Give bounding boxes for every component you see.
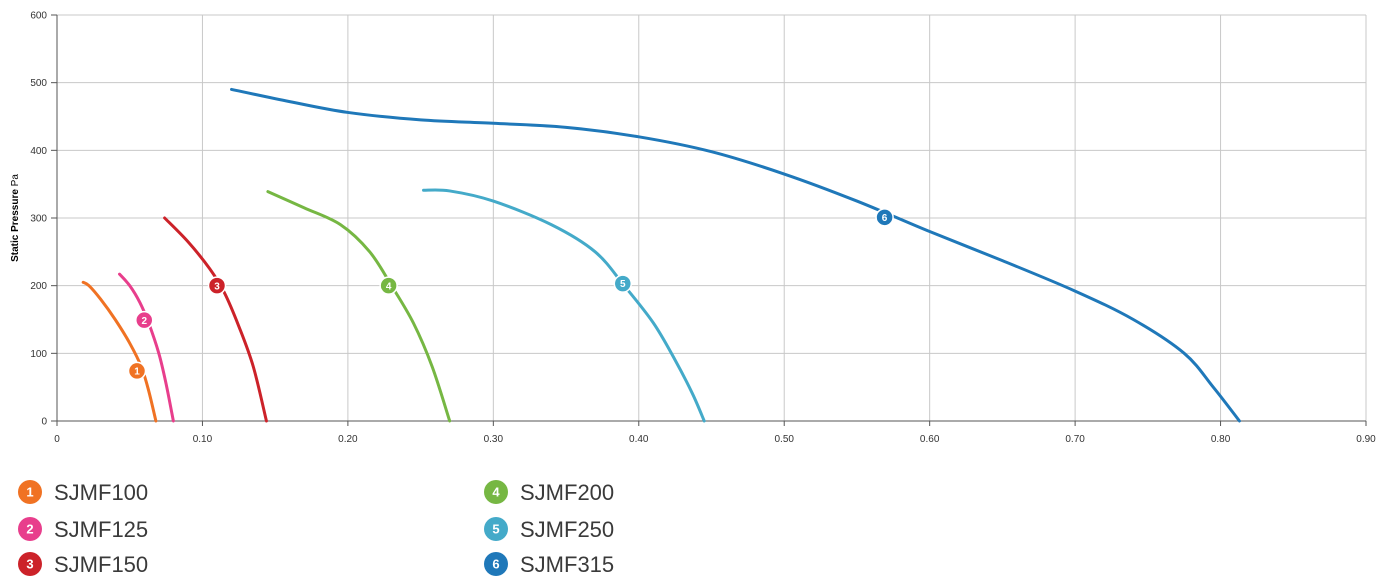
- marker-layer: 1 2 3 4 5 6: [127, 208, 894, 381]
- series-line-sjmf100: [81, 280, 158, 423]
- series-line-sjmf315: [230, 87, 1241, 423]
- legend-item-sjmf150: 3 SJMF150: [18, 552, 148, 577]
- series-marker-sjmf250: 5: [613, 274, 633, 293]
- x-tick-label: 0.50: [774, 434, 794, 445]
- legend-swatch: [484, 517, 508, 541]
- series-line-sjmf150: [163, 216, 268, 423]
- legend-label: SJMF315: [520, 552, 614, 577]
- legend-swatch: [18, 552, 42, 576]
- x-tick-label: 0.10: [193, 434, 213, 445]
- marker-circle: [127, 361, 147, 381]
- marker-circle: [135, 310, 154, 330]
- legend-swatch: [484, 552, 508, 576]
- legend-swatch: [18, 480, 42, 504]
- y-axis-title-unit: Pa: [10, 174, 21, 187]
- legend-label: SJMF250: [520, 517, 614, 542]
- marker-circle: [207, 276, 227, 295]
- x-tick-label: 0.60: [920, 434, 940, 445]
- x-tick-label: 0.70: [1065, 434, 1085, 445]
- marker-number: 6: [882, 213, 888, 224]
- series-marker-sjmf200: 4: [379, 276, 398, 295]
- legend-number: 4: [492, 485, 500, 500]
- series-marker-sjmf150: 3: [207, 276, 227, 295]
- series-layer: [81, 87, 1241, 423]
- legend-swatch: [484, 480, 508, 504]
- legend-item-sjmf250: 5 SJMF250: [484, 517, 614, 542]
- legend-swatch: [18, 517, 42, 541]
- legend-label: SJMF200: [520, 480, 614, 505]
- axis-layer: 0 0.10 0.20 0.30 0.40 0.50 0.60 0.70 0.80 0.90 0 10…: [10, 11, 1376, 446]
- marker-circle: [613, 274, 633, 293]
- y-tick-label: 200: [30, 281, 47, 292]
- y-tick-label: 100: [30, 349, 47, 360]
- legend-label: SJMF125: [54, 517, 148, 542]
- legend-item-sjmf315: 6 SJMF315: [484, 552, 614, 577]
- legend-item-sjmf200: 4 SJMF200: [484, 480, 614, 505]
- y-axis-title: Static Pressure Pa: [10, 174, 21, 262]
- marker-number: 2: [141, 316, 147, 327]
- marker-number: 4: [386, 281, 392, 292]
- y-tick-label: 600: [30, 11, 47, 22]
- marker-number: 5: [620, 279, 626, 290]
- y-tick-label: 500: [30, 78, 47, 89]
- x-tick-label: 0.30: [484, 434, 504, 445]
- marker-circle: [379, 276, 398, 295]
- legend-number: 3: [26, 557, 33, 572]
- marker-number: 3: [214, 281, 220, 292]
- series-marker-sjmf125: 2: [135, 310, 154, 330]
- x-tick-label: 0: [54, 434, 60, 445]
- grid-layer: [57, 14, 1367, 421]
- legend: 1 SJMF100 2 SJMF125 3 SJMF150 4 SJMF200 5 SJMF250…: [18, 480, 614, 577]
- legend-number: 5: [492, 522, 499, 537]
- x-tick-label: 0.90: [1356, 434, 1376, 445]
- series-marker-sjmf100: 1: [127, 361, 147, 381]
- legend-item-sjmf100: 1 SJMF100: [18, 480, 148, 505]
- series-line-sjmf200: [266, 190, 452, 423]
- y-tick-label: 300: [30, 214, 47, 225]
- legend-number: 1: [26, 485, 33, 500]
- x-tick-label: 0.40: [629, 434, 649, 445]
- legend-number: 2: [26, 522, 33, 537]
- legend-number: 6: [492, 557, 499, 572]
- series-line-sjmf250: [422, 188, 706, 423]
- series-line-sjmf125: [118, 272, 175, 423]
- legend-label: SJMF100: [54, 480, 148, 505]
- marker-number: 1: [134, 367, 140, 378]
- y-tick-label: 0: [41, 417, 47, 428]
- y-axis-title-main: Static Pressure: [10, 186, 21, 262]
- x-tick-label: 0.20: [338, 434, 358, 445]
- legend-label: SJMF150: [54, 552, 148, 577]
- legend-item-sjmf125: 2 SJMF125: [18, 517, 148, 542]
- marker-circle: [875, 208, 894, 227]
- x-tick-label: 0.80: [1211, 434, 1231, 445]
- series-marker-sjmf315: 6: [875, 208, 894, 227]
- y-tick-label: 400: [30, 146, 47, 157]
